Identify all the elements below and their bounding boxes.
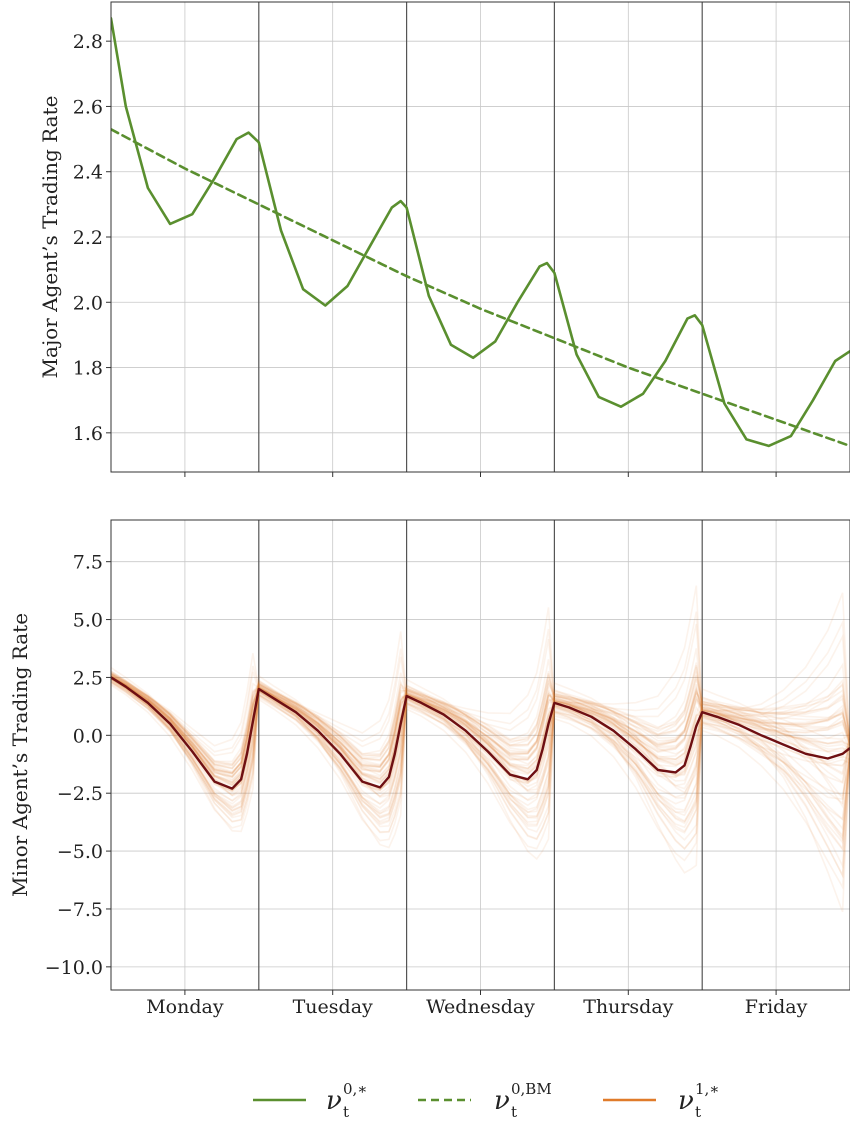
legend-item-0: ν t 0,∗ xyxy=(253,1080,368,1121)
sample-path xyxy=(111,675,850,775)
y-tick-label: −10.0 xyxy=(45,957,103,979)
sample-path xyxy=(111,672,850,798)
y-tick-label: 1.6 xyxy=(73,423,103,445)
x-tick-label-wednesday: Wednesday xyxy=(426,996,535,1018)
sample-path xyxy=(111,666,850,765)
legend-subscript: t xyxy=(343,1103,349,1121)
sample-path xyxy=(111,675,850,775)
y-tick-label: 7.5 xyxy=(73,552,103,574)
y-tick-label: −2.5 xyxy=(57,783,103,805)
sample-path xyxy=(111,678,850,782)
y-tick-label: −5.0 xyxy=(57,841,103,863)
sample-path xyxy=(111,678,850,852)
top-day-boundaries xyxy=(258,2,703,472)
sample-path xyxy=(111,674,850,841)
mean-trading-rate-line xyxy=(111,676,850,790)
bottom-x-ticks: Monday Tuesday Wednesday Thursday Friday xyxy=(146,990,808,1018)
y-tick-label: 2.0 xyxy=(73,292,103,314)
sample-path xyxy=(111,681,850,845)
sample-path xyxy=(111,678,850,775)
legend: ν t0,∗ ν t0,BM ν t1,∗ xyxy=(253,1080,720,1121)
sample-path xyxy=(111,680,850,821)
legend-symbol: ν xyxy=(678,1086,694,1116)
top-y-ticks: 1.6 1.8 2.0 2.2 2.4 2.6 2.8 xyxy=(73,31,111,445)
legend-item-1: ν t 0,BM xyxy=(418,1080,552,1121)
legend-symbol: ν xyxy=(494,1086,510,1116)
y-tick-label: 2.2 xyxy=(73,227,103,249)
major-trading-rate-line xyxy=(111,17,850,448)
bottom-day-boundaries xyxy=(258,520,703,990)
sample-path xyxy=(111,673,850,770)
sample-path xyxy=(111,674,850,838)
sample-path xyxy=(111,681,850,821)
x-tick-label-monday: Monday xyxy=(146,996,224,1018)
legend-symbol: ν xyxy=(326,1086,342,1116)
sample-path xyxy=(111,673,850,770)
sample-path xyxy=(111,670,850,781)
top-grid xyxy=(111,2,850,472)
sample-path xyxy=(111,671,850,791)
sample-path xyxy=(111,675,850,779)
legend-superscript: 0,BM xyxy=(511,1080,552,1098)
legend-item-2: ν t 1,∗ xyxy=(603,1080,720,1121)
sample-path xyxy=(111,679,850,778)
sample-path xyxy=(111,611,850,753)
x-tick-label-friday: Friday xyxy=(745,996,808,1018)
sample-path xyxy=(111,672,850,773)
sample-path xyxy=(111,674,850,794)
top-series xyxy=(111,17,850,448)
sample-path xyxy=(111,674,850,777)
y-tick-label: 0.0 xyxy=(73,725,103,747)
sample-path xyxy=(111,684,850,890)
legend-superscript: 0,∗ xyxy=(343,1080,368,1098)
sample-path xyxy=(111,675,850,913)
legend-subscript: t xyxy=(695,1103,701,1121)
sample-path xyxy=(111,676,850,775)
x-tick-label-tuesday: Tuesday xyxy=(293,996,373,1018)
bottom-series xyxy=(111,676,850,790)
sample-path xyxy=(111,670,850,801)
benchmark-trading-rate-line xyxy=(111,128,850,448)
sample-path xyxy=(111,678,850,809)
sample-path xyxy=(111,648,850,763)
sample-path xyxy=(111,673,850,852)
sample-path xyxy=(111,673,850,769)
sample-path xyxy=(111,675,850,774)
top-x-ticks xyxy=(184,472,777,477)
bottom-y-ticks: −10.0 −7.5 −5.0 −2.5 0.0 2.5 5.0 7.5 xyxy=(45,552,111,979)
y-tick-label: 2.6 xyxy=(73,96,103,118)
bottom-y-axis-label: Minor Agent’s Trading Rate xyxy=(8,613,32,897)
minor-agent-panel: −10.0 −7.5 −5.0 −2.5 0.0 2.5 5.0 7.5 Monday Tues… xyxy=(8,519,850,1018)
y-tick-label: 2.5 xyxy=(73,667,103,689)
top-y-axis-label: Major Agent’s Trading Rate xyxy=(38,96,62,379)
bottom-grid xyxy=(111,520,850,990)
y-tick-label: −7.5 xyxy=(57,899,103,921)
y-tick-label: 2.8 xyxy=(73,31,103,53)
legend-superscript: 1,∗ xyxy=(695,1080,720,1098)
x-tick-label-thursday: Thursday xyxy=(583,996,673,1018)
sample-path xyxy=(111,675,850,779)
sample-path xyxy=(111,667,850,809)
sample-path xyxy=(111,673,850,774)
sample-path xyxy=(111,674,850,778)
sample-path xyxy=(111,679,850,879)
y-tick-label: 5.0 xyxy=(73,610,103,632)
sample-path xyxy=(111,671,850,767)
y-tick-label: 1.8 xyxy=(73,358,103,380)
sample-path xyxy=(111,682,850,805)
legend-subscript: t xyxy=(511,1103,517,1121)
y-tick-label: 2.4 xyxy=(73,162,103,184)
sample-path xyxy=(111,678,850,879)
major-agent-panel: 1.6 1.8 2.0 2.2 2.4 2.6 2.8 Major Agent’s Trad… xyxy=(38,1,850,477)
sample-path xyxy=(111,673,850,792)
